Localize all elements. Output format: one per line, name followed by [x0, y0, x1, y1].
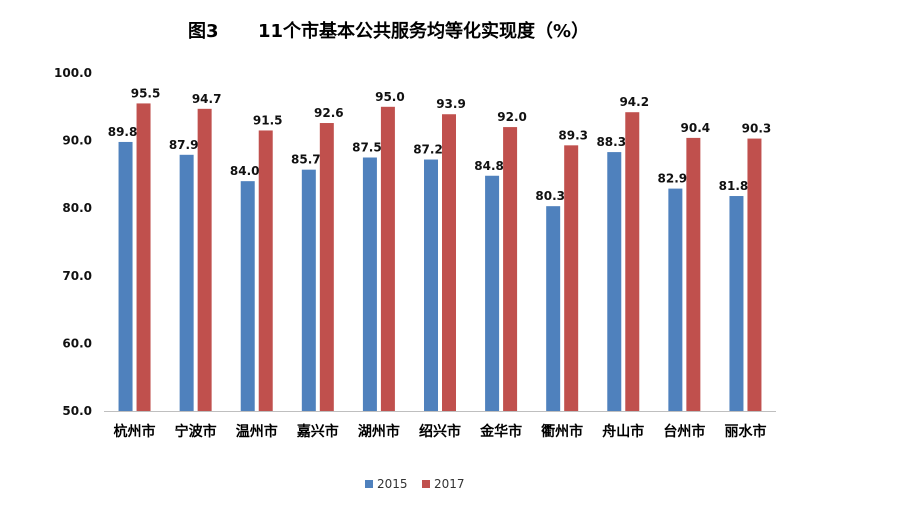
y-tick-label: 80.0 — [62, 201, 92, 215]
x-tick-label: 台州市 — [663, 423, 705, 440]
bar-2017-宁波市 — [197, 108, 212, 411]
x-tick-label: 湖州市 — [358, 423, 400, 440]
bar-2015-舟山市 — [607, 152, 622, 412]
bar-2017-湖州市 — [380, 106, 395, 412]
bar-2017-丽水市 — [747, 138, 762, 411]
data-label: 94.2 — [619, 95, 649, 109]
bar-2015-金华市 — [485, 175, 500, 411]
bar-2017-温州市 — [258, 130, 273, 411]
bar-2015-杭州市 — [118, 141, 133, 411]
y-axis: 50.0 60.0 70.0 80.0 90.0 100.0 — [54, 66, 92, 418]
legend: 2015 2017 — [365, 477, 465, 491]
bar-2017-衢州市 — [564, 145, 579, 411]
data-label: 92.0 — [497, 110, 527, 124]
data-label: 81.8 — [719, 179, 749, 193]
bar-2017-杭州市 — [136, 103, 151, 412]
data-label: 87.9 — [169, 138, 199, 152]
bar-2015-衢州市 — [546, 206, 561, 411]
data-label: 88.3 — [596, 135, 626, 149]
bar-2015-丽水市 — [729, 196, 744, 411]
data-label: 84.8 — [474, 159, 504, 173]
y-tick-label: 70.0 — [62, 269, 92, 283]
chart-title-prefix: 图3 — [188, 21, 219, 42]
data-labels: 89.8 95.5 87.9 94.7 84.0 91.5 85.7 92.6 87.5 95.0… — [108, 86, 772, 203]
legend-label: 2015 — [377, 477, 408, 491]
y-tick-label: 60.0 — [62, 336, 92, 350]
x-tick-label: 杭州市 — [114, 423, 156, 440]
legend-swatch-2017 — [422, 480, 430, 488]
bars — [118, 103, 762, 412]
bar-2015-湖州市 — [362, 157, 377, 411]
x-tick-label: 绍兴市 — [419, 423, 461, 440]
bar-2017-金华市 — [503, 127, 518, 411]
y-tick-label: 90.0 — [62, 134, 92, 148]
data-label: 89.3 — [558, 128, 588, 142]
data-label: 82.9 — [658, 172, 688, 186]
legend-label: 2017 — [434, 477, 465, 491]
x-tick-label: 金华市 — [479, 423, 522, 440]
data-label: 80.3 — [535, 189, 565, 203]
data-label: 91.5 — [253, 113, 283, 127]
y-tick-label: 100.0 — [54, 66, 92, 80]
x-tick-label: 舟山市 — [602, 423, 644, 440]
x-tick-label: 衢州市 — [541, 423, 583, 440]
bar-2015-嘉兴市 — [301, 169, 316, 411]
data-label: 95.0 — [375, 90, 405, 104]
bar-2015-绍兴市 — [424, 159, 438, 411]
data-label: 90.3 — [742, 122, 772, 136]
bar-2017-台州市 — [686, 137, 701, 411]
chart-title: 11个市基本公共服务均等化实现度（%） — [258, 20, 589, 42]
y-tick-label: 50.0 — [62, 404, 92, 418]
data-label: 92.6 — [314, 106, 344, 120]
data-label: 87.2 — [413, 143, 443, 157]
data-label: 95.5 — [131, 86, 161, 100]
bar-2015-台州市 — [668, 188, 683, 411]
x-tick-label: 丽水市 — [724, 423, 766, 440]
data-label: 90.4 — [681, 121, 711, 135]
data-label: 87.5 — [352, 141, 382, 155]
legend-swatch-2015 — [365, 480, 373, 488]
bar-2017-舟山市 — [625, 112, 640, 411]
bar-2015-温州市 — [240, 181, 255, 411]
x-tick-label: 温州市 — [236, 423, 278, 440]
data-label: 93.9 — [436, 97, 466, 111]
bar-2017-嘉兴市 — [319, 123, 334, 412]
bar-2015-宁波市 — [179, 154, 194, 411]
data-label: 89.8 — [108, 125, 138, 139]
data-label: 85.7 — [291, 153, 321, 167]
data-label: 94.7 — [192, 92, 222, 106]
bar-2017-绍兴市 — [442, 114, 456, 412]
x-axis: 杭州市 宁波市 温州市 嘉兴市 湖州市 绍兴市 金华市 衢州市 舟山市 台州市 丽水市 — [104, 411, 776, 440]
x-tick-label: 嘉兴市 — [296, 423, 339, 440]
x-tick-label: 宁波市 — [175, 423, 217, 440]
data-label: 84.0 — [230, 164, 260, 178]
